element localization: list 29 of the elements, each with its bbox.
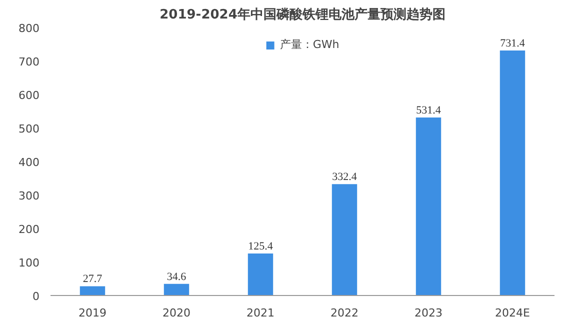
- bar: [164, 284, 190, 296]
- y-tick-label: 0: [32, 290, 40, 303]
- x-tick-label: 2022: [330, 306, 359, 320]
- data-label: 27.7: [82, 273, 103, 286]
- data-label: 731.4: [500, 37, 526, 50]
- bar: [80, 286, 106, 296]
- y-tick-label: 300: [18, 190, 40, 202]
- y-tick-label: 100: [18, 256, 40, 270]
- y-tick-label: 700: [18, 56, 40, 68]
- y-tick-label: 200: [18, 223, 40, 236]
- y-tick-label: 800: [18, 22, 40, 35]
- data-label: 332.4: [332, 171, 358, 184]
- x-tick-label: 2024E: [495, 306, 530, 320]
- y-tick-label: 400: [18, 156, 40, 169]
- data-label: 34.6: [166, 270, 187, 283]
- x-tick-label: 2021: [246, 306, 275, 320]
- chart-title: 2019-2024年中国磷酸铁锂电池产量预测趋势图: [160, 6, 446, 22]
- bar: [332, 184, 358, 296]
- legend-label: 产量：GWh: [280, 37, 340, 52]
- bar: [500, 50, 526, 296]
- data-label: 531.4: [416, 104, 442, 116]
- y-tick-label: 500: [18, 122, 40, 136]
- y-tick-label: 600: [18, 89, 40, 102]
- x-tick-label: 2023: [414, 306, 443, 320]
- x-tick-label: 2019: [78, 306, 107, 320]
- data-label: 125.4: [248, 240, 274, 252]
- x-tick-label: 2020: [162, 306, 191, 320]
- bar: [416, 117, 442, 296]
- bar: [248, 253, 274, 296]
